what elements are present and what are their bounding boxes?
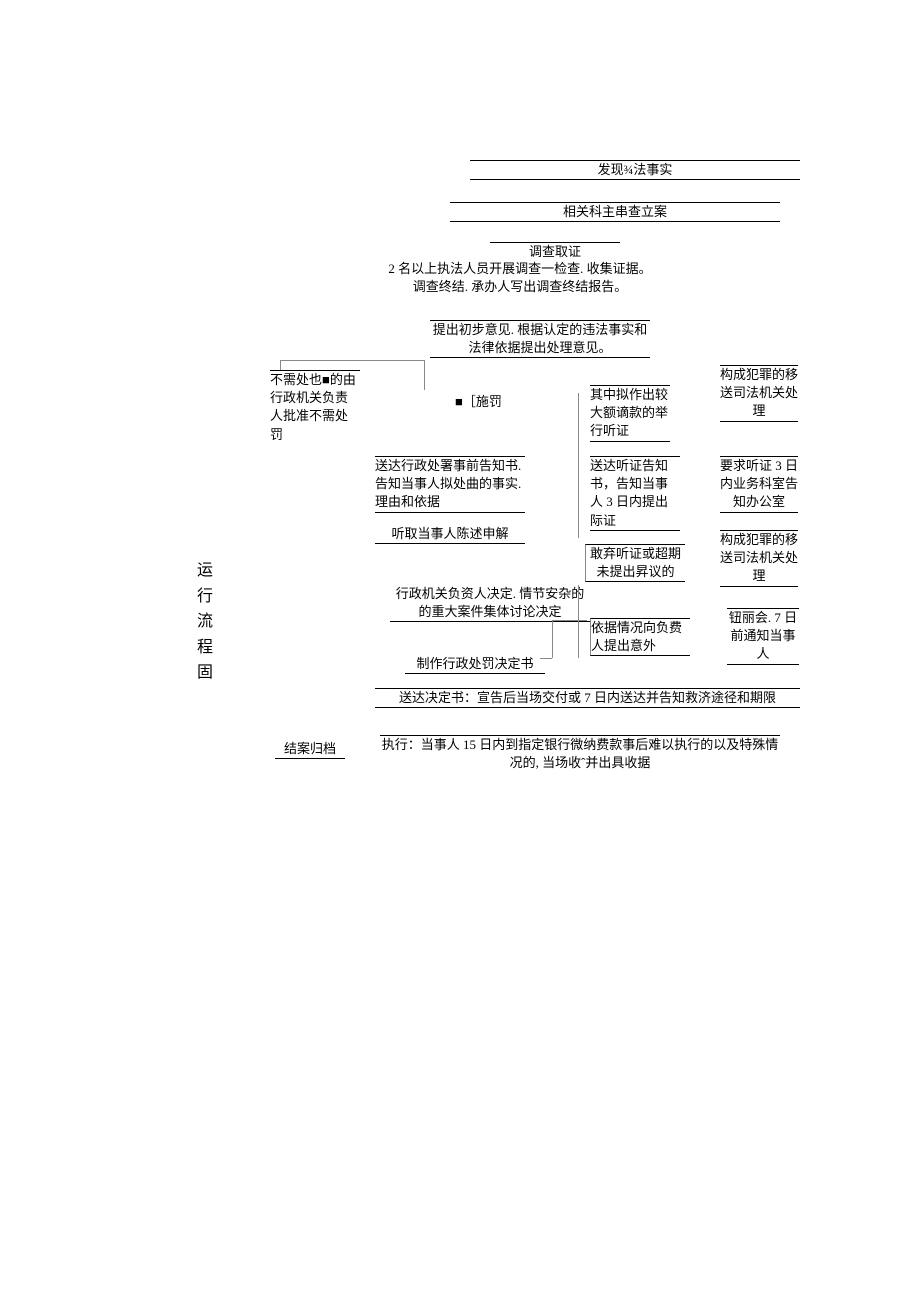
node-execute: 执行：当事人 15 日内到指定银行微纳费款事后难以执行的以及特殊情况的, 当场收…	[380, 735, 780, 772]
node-meeting: 钮丽会. 7 日前通知当事人	[727, 608, 799, 665]
node-extra-opinion: 依据情况向负费人提出意外	[590, 618, 690, 656]
node-hearing-request: 要求听证 3 日内业务科室告知办公室	[720, 456, 798, 513]
node-deliver: 送达决定书：宣告后当场交付或 7 日内送达并告知救济途径和期限	[375, 688, 800, 708]
node-notice-hearing: 送达听证告知书，告知当事人 3 日内提出际证	[590, 456, 680, 531]
conn-2	[280, 360, 424, 361]
node-no-penalty: 不需处也■的由行政机关负责人批准不需处罚	[270, 370, 360, 444]
node-opinion: 提出初步意见. 根据认定的违法事实和法律依据提出处理意见。	[430, 320, 650, 358]
flowchart-canvas: 发现¾法事实 相关科主串查立案 调查取证 2 名以上执法人员开展调查一检查. 收…	[180, 160, 800, 780]
node-statement: 听取当事人陈述申解	[375, 525, 525, 544]
node-crime-transfer-2: 构成犯罪的移送司法机关处理	[720, 530, 798, 587]
node-archive: 结案归档	[275, 740, 345, 759]
node-crime-transfer-1: 构成犯罪的移送司法机关处理	[720, 365, 798, 422]
node-make-decision: 制作行政处罚决定书	[405, 655, 545, 674]
conn-8	[552, 620, 587, 621]
conn-1	[424, 360, 425, 390]
conn-4	[578, 393, 579, 538]
conn-5	[578, 585, 579, 658]
conn-3	[280, 360, 281, 370]
node-decision: 行政机关负资人决定. 情节安杂的的重大案件集体讨论决定	[390, 585, 590, 622]
node-register: 相关科主串查立案	[450, 202, 780, 222]
node-notice-penalty: 送达行政处署事前告知书. 告知当事人拟处曲的事实. 理由和依据	[375, 456, 525, 513]
node-discover: 发现¾法事实	[470, 160, 800, 180]
node-investigate-l2: 调查终结. 承办人写出调查终结报告。	[380, 278, 660, 296]
node-waive-hearing: 敢弃听证或超期未提出昇议的	[585, 544, 685, 582]
node-investigate-l1: 2 名以上执法人员开展调查一检查. 收集证据。	[340, 260, 700, 278]
node-investigate-title: 调查取证	[490, 242, 620, 261]
node-penalty-marker: ■［施罚	[455, 393, 535, 411]
conn-7	[552, 620, 553, 658]
node-hearing: 其中拟作出较大额谪款的举行听证	[590, 385, 670, 442]
conn-6	[540, 658, 552, 659]
